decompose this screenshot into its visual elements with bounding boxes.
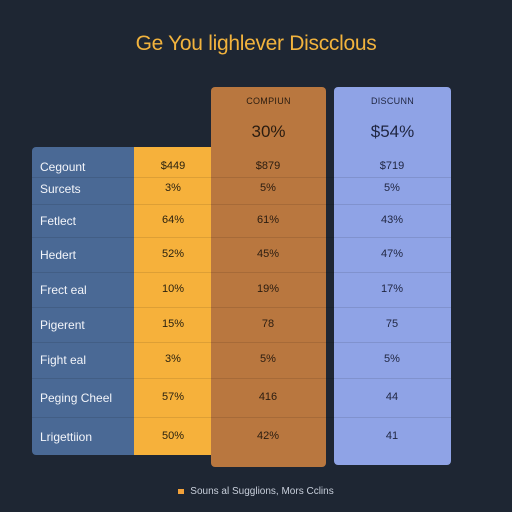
row-divider <box>32 271 451 273</box>
cell-yellow: 15% <box>161 318 185 330</box>
cell-yellow: 3% <box>165 182 181 194</box>
cell-discunn: 44 <box>385 391 399 403</box>
row-divider <box>32 306 451 308</box>
cell-compiun: 5% <box>260 353 276 365</box>
cell-yellow: 52% <box>161 248 185 260</box>
row-divider <box>32 378 451 379</box>
cell-compiun: 42% <box>256 430 280 442</box>
row-divider <box>32 341 451 343</box>
row-label: Surcets <box>40 182 81 196</box>
discunn-price: $54% <box>370 122 415 141</box>
row-label: Hedert <box>40 248 77 262</box>
row-label: Pigerent <box>40 318 85 332</box>
row-label: Lrigettiion <box>40 430 93 444</box>
cell-compiun: $879 <box>255 160 281 172</box>
cell-discunn: 75 <box>385 318 399 330</box>
cell-compiun: 5% <box>260 182 276 194</box>
cell-yellow: 64% <box>161 214 185 226</box>
row-label: Cegount <box>40 160 86 174</box>
compiun-price: 30% <box>251 122 286 141</box>
cell-discunn: 43% <box>380 214 404 226</box>
row-label: Frect eal <box>40 283 87 297</box>
footer-text: Souns al Sugglions, Mors Cclins <box>190 486 334 497</box>
cell-discunn: 5% <box>384 182 400 194</box>
cell-compiun: 19% <box>256 283 280 295</box>
bullet-icon <box>178 488 185 494</box>
page-title: Ge You lighlever Discclous <box>135 32 377 55</box>
cell-discunn: 47% <box>380 248 404 260</box>
cell-compiun: 61% <box>256 214 280 226</box>
cell-yellow: 50% <box>161 430 185 442</box>
row-divider <box>32 177 451 178</box>
cell-compiun: 45% <box>256 248 280 260</box>
plan-column-yellow <box>134 147 212 455</box>
row-divider <box>32 204 451 205</box>
footer-note: Souns al Sugglions, Mors Cclins <box>0 486 512 497</box>
cell-discunn: 5% <box>384 353 400 365</box>
row-label: Fight eal <box>40 353 87 367</box>
cell-discunn: $719 <box>379 160 405 172</box>
cell-discunn: 17% <box>380 283 404 295</box>
row-divider <box>32 416 451 418</box>
discunn-header: DISCUNN <box>370 96 415 106</box>
row-divider <box>32 237 451 238</box>
compiun-header: COMPIUN <box>246 96 291 106</box>
cell-yellow: 3% <box>165 353 181 365</box>
plan-column-discunn <box>334 87 451 465</box>
cell-yellow: $449 <box>160 160 186 172</box>
row-label: Fetlect <box>40 214 77 228</box>
cell-yellow: 57% <box>161 391 185 403</box>
cell-compiun: 78 <box>261 318 275 330</box>
plan-column-compiun <box>211 87 326 467</box>
row-label-panel <box>32 147 136 455</box>
cell-discunn: 41 <box>385 430 399 442</box>
row-label: Peging Cheel <box>40 391 113 405</box>
cell-yellow: 10% <box>161 283 185 295</box>
cell-compiun: 416 <box>258 391 278 403</box>
